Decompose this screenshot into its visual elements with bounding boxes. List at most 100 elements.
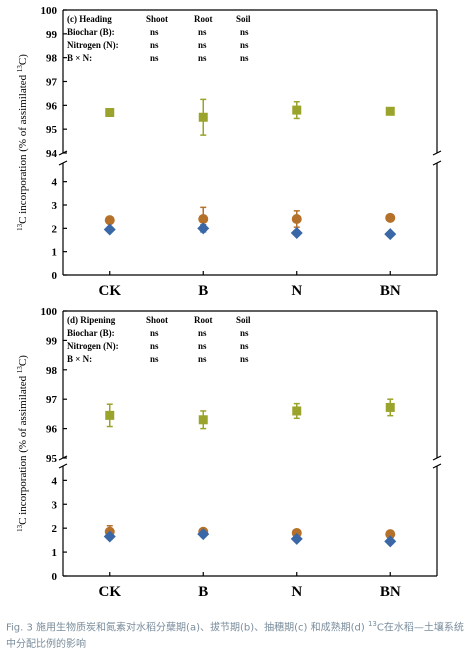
axis-break	[432, 463, 442, 469]
marker	[104, 215, 115, 226]
y-tick-label: 97	[46, 394, 58, 406]
marker	[197, 528, 210, 541]
sig-value: ns	[198, 27, 207, 37]
y-tick-label: 95	[46, 124, 58, 136]
y-tick-label: 99	[46, 335, 58, 347]
sig-value: ns	[198, 354, 207, 364]
axis-break	[432, 455, 442, 461]
sig-row-label: B × N:	[67, 354, 92, 364]
sig-value: ns	[240, 27, 249, 37]
x-tick-label: BN	[380, 584, 401, 600]
sig-header: Root	[194, 315, 213, 325]
marker	[385, 212, 396, 223]
caption-text: Fig. 3 施用生物质炭和氮素对水稻分蘖期(a)、拔节期(b)、抽穗期(c) …	[6, 622, 368, 634]
x-tick-label: BN	[380, 283, 401, 299]
x-tick-label: N	[291, 283, 302, 299]
sig-value: ns	[198, 328, 207, 338]
marker	[385, 402, 395, 412]
marker	[197, 222, 210, 235]
marker	[198, 112, 208, 122]
y-tick-label: 97	[46, 77, 58, 89]
y-axis-label-part: C incorporation (% of assimilated	[17, 373, 29, 525]
y-axis-label-part: C)	[17, 355, 29, 366]
sig-value: ns	[150, 354, 159, 364]
marker	[385, 529, 396, 540]
panel-label: (d) Ripening	[67, 315, 116, 325]
sig-value: ns	[150, 341, 159, 351]
marker	[105, 107, 115, 117]
sig-row-label: Nitrogen (N):	[67, 341, 119, 351]
sig-value: ns	[198, 53, 207, 63]
y-tick-label: 98	[46, 53, 58, 65]
sig-row-label: Biochar (B):	[67, 27, 115, 37]
marker	[292, 406, 302, 416]
marker	[198, 415, 208, 425]
y-tick-label: 1	[52, 547, 58, 559]
y-tick-label: 96	[46, 424, 58, 436]
marker	[103, 223, 116, 236]
x-tick-label: B	[198, 584, 208, 600]
marker	[384, 535, 397, 548]
axis-break	[432, 150, 442, 156]
caption-text: C在水稻—土壤系统中分配比例的影响	[6, 622, 464, 651]
sig-header: Root	[194, 14, 213, 24]
panel-label: (c) Heading	[67, 14, 112, 24]
sig-value: ns	[198, 341, 207, 351]
y-tick-label: 4	[52, 475, 58, 487]
y-tick-label: 2	[52, 523, 58, 535]
y-axis-label-part: 13	[16, 65, 24, 73]
y-axis-label: 13C incorporation (% of assimilated 13C)	[16, 355, 29, 532]
marker	[290, 532, 303, 545]
y-tick-label: 0	[52, 571, 58, 583]
y-axis-label-part: C)	[17, 54, 29, 65]
y-tick-label: 95	[46, 453, 58, 465]
sig-value: ns	[240, 40, 249, 50]
sig-value: ns	[240, 341, 249, 351]
sig-value: ns	[198, 40, 207, 50]
axis-break	[58, 160, 68, 166]
y-axis-label-part: C incorporation (% of assimilated	[17, 72, 29, 224]
y-axis-label-part: 13	[16, 223, 24, 231]
marker	[384, 228, 397, 241]
sig-value: ns	[150, 27, 159, 37]
caption: Fig. 3 施用生物质炭和氮素对水稻分蘖期(a)、拔节期(b)、抽穗期(c) …	[6, 616, 466, 653]
sig-value: ns	[150, 40, 159, 50]
y-tick-label: 94	[46, 148, 58, 160]
marker	[198, 214, 209, 224]
sig-row-label: Nitrogen (N):	[67, 40, 119, 50]
x-tick-label: B	[198, 283, 208, 299]
y-tick-label: 100	[41, 306, 58, 318]
y-axis-label: 13C incorporation (% of assimilated 13C)	[16, 54, 29, 231]
y-tick-label: 3	[52, 499, 58, 511]
marker	[291, 214, 302, 224]
marker	[103, 530, 116, 543]
x-tick-label: CK	[99, 283, 122, 299]
sig-value: ns	[150, 328, 159, 338]
marker	[292, 105, 302, 115]
sig-row-label: Biochar (B):	[67, 328, 115, 338]
y-axis-label-part: 13	[16, 366, 24, 374]
axis-break	[432, 160, 442, 166]
marker	[105, 410, 115, 420]
sig-header: Soil	[236, 315, 251, 325]
y-tick-label: 99	[46, 29, 58, 41]
sig-header: Shoot	[146, 315, 168, 325]
y-axis-label-part: 13	[16, 524, 24, 532]
x-tick-label: CK	[99, 584, 122, 600]
y-tick-label: 3	[52, 200, 58, 212]
sig-value: ns	[240, 354, 249, 364]
y-tick-label: 1	[52, 247, 58, 259]
sig-header: Shoot	[146, 14, 168, 24]
sig-value: ns	[240, 53, 249, 63]
y-tick-label: 0	[52, 270, 58, 282]
y-tick-label: 4	[52, 177, 58, 189]
axis-break	[58, 463, 68, 469]
y-tick-label: 2	[52, 223, 58, 235]
caption-sup: 13	[367, 620, 377, 628]
y-tick-label: 100	[41, 5, 58, 17]
y-tick-label: 98	[46, 365, 58, 377]
sig-value: ns	[150, 53, 159, 63]
sig-row-label: B × N:	[67, 53, 92, 63]
